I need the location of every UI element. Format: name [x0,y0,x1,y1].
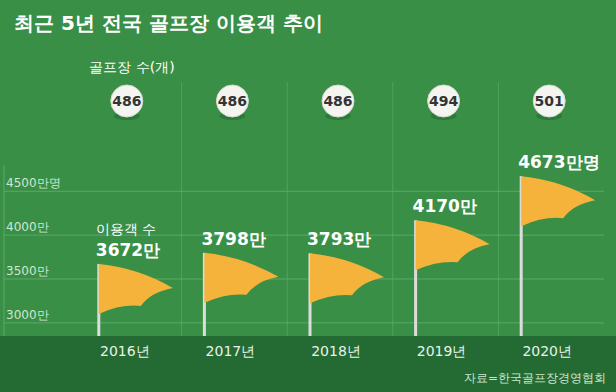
marks [99,176,595,336]
golf-course-count: 494 [429,93,458,109]
data-label: 3798만 [201,229,265,249]
data-label: 4170만 [413,196,477,216]
title: 최근 5년 전국 골프장 이용객 추이 [14,11,323,35]
data-label: 3672만 [96,240,160,260]
grid-line [4,322,604,323]
column-divider [287,82,288,336]
golf-ball [216,85,248,117]
source: 자료=한국골프장경영협회 [464,371,606,385]
x-tick-label: 2018년 [311,343,361,359]
flag-cloth [521,176,595,226]
flag-cloth [204,253,278,303]
column-divider [498,82,499,336]
column-divider [392,82,393,336]
chart: 최근 5년 전국 골프장 이용객 추이 3000만 3500만 4000만 4500만명… [0,0,616,392]
flag [310,253,384,336]
data-label: 3793만 [307,229,371,249]
y-tick-label: 3000만 [6,308,49,322]
x-tick-label: 2020년 [522,343,572,359]
x-tick-label: 2017년 [206,343,256,359]
grid-line [4,279,604,280]
y-tick-label: 4000만 [6,220,49,234]
flag [204,253,278,336]
flag-cloth [310,253,384,303]
grid-line [4,191,604,192]
golf-ball [533,85,565,117]
x-tick-label: 2016년 [100,343,150,359]
golf-ball [111,85,143,117]
golf-course-count: 486 [112,93,141,109]
golf-course-count: 501 [535,93,564,109]
column-divider [181,82,182,336]
y-tick-label: 4500만명 [6,176,61,190]
data-label: 4673만명 [518,152,599,172]
flag [99,264,173,336]
golf-ball [428,85,460,117]
golf-course-label: 골프장 수(개) [89,59,174,75]
flag-cloth [99,264,173,314]
flag [416,220,490,336]
flag-cloth [416,220,490,270]
golf-course-count: 486 [323,93,352,109]
x-tick-label: 2019년 [417,343,467,359]
golf-ball [322,85,354,117]
grid-line [4,235,604,236]
annotation: 이용객 수 [96,221,156,237]
y-axis-line [4,165,5,336]
golf-course-count: 486 [218,93,247,109]
flag [521,176,595,336]
y-tick-label: 3500만 [6,264,49,278]
background [0,0,616,392]
ground-band [0,336,616,392]
